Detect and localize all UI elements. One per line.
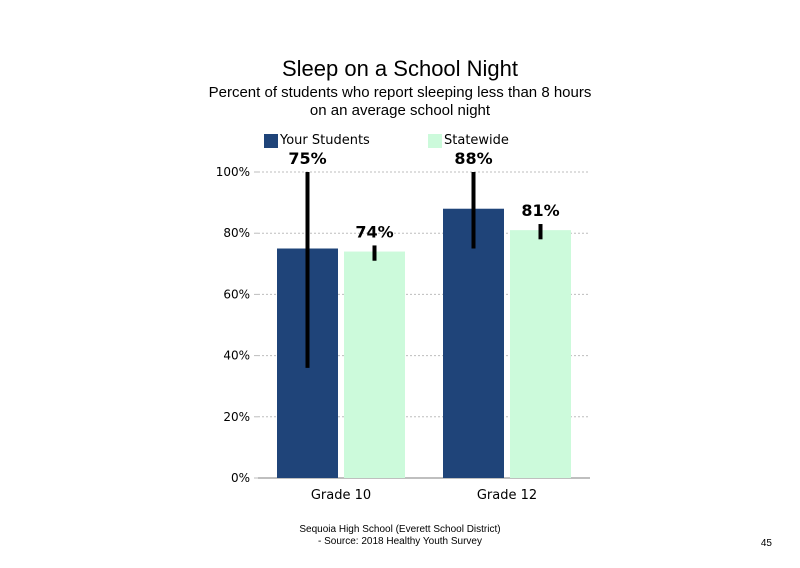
y-tick-label: 60% <box>223 287 250 301</box>
data-label: 74% <box>355 222 393 241</box>
chart-legend: Your Students Statewide <box>0 133 800 153</box>
page-number: 45 <box>760 538 772 549</box>
x-tick-label: Grade 12 <box>477 488 537 503</box>
chart-subtitle: Percent of students who report sleeping … <box>0 84 800 120</box>
subtitle-line-1: Percent of students who report sleeping … <box>208 84 592 101</box>
footer-line-1: Sequoia High School (Everett School Dist… <box>299 524 501 535</box>
data-label: 88% <box>454 149 492 168</box>
footer-source: Sequoia High School (Everett School Dist… <box>0 524 800 548</box>
legend-label-your-students: Your Students <box>280 133 370 148</box>
bar <box>443 208 504 478</box>
subtitle-line-2: on an average school night <box>309 102 491 119</box>
chart-title: Sleep on a School Night <box>281 56 519 81</box>
legend-swatch-your-students <box>264 133 278 148</box>
x-tick-label: Grade 10 <box>311 488 371 503</box>
y-tick-label: 100% <box>216 165 250 179</box>
legend-label-statewide: Statewide <box>444 133 509 148</box>
footer-line-2: - Source: 2018 Healthy Youth Survey <box>318 536 482 547</box>
legend-swatch-statewide <box>428 133 442 148</box>
y-tick-label: 0% <box>231 471 250 485</box>
data-label: 81% <box>521 201 559 220</box>
y-tick-label: 40% <box>223 349 250 363</box>
y-tick-label: 20% <box>223 410 250 424</box>
bar <box>510 230 571 478</box>
bar <box>344 251 405 478</box>
y-tick-label: 80% <box>223 226 250 240</box>
legend-item-your-students: Your Students <box>264 133 370 148</box>
data-label: 75% <box>288 149 326 168</box>
legend-item-statewide: Statewide <box>428 133 509 148</box>
